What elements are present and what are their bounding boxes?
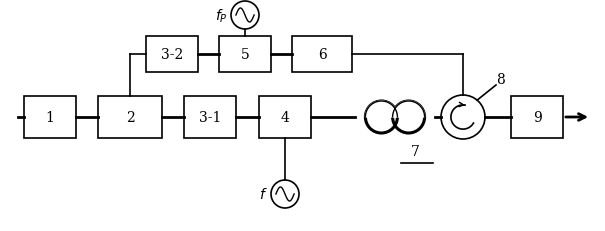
Bar	[184, 97, 236, 138]
Text: 3-1: 3-1	[199, 110, 221, 125]
Polygon shape	[393, 102, 425, 118]
Text: 7: 7	[411, 144, 419, 158]
Text: $f$: $f$	[260, 187, 268, 202]
Bar	[24, 97, 76, 138]
Text: 3-2: 3-2	[161, 48, 183, 62]
Bar	[219, 37, 271, 73]
Polygon shape	[365, 102, 397, 118]
Text: $f_P$: $f_P$	[215, 7, 228, 24]
Bar	[259, 97, 311, 138]
Bar	[146, 37, 198, 73]
Text: 4: 4	[281, 110, 289, 125]
Text: 2: 2	[126, 110, 134, 125]
Bar	[292, 37, 352, 73]
Text: 5: 5	[241, 48, 249, 62]
Bar	[98, 97, 162, 138]
Text: 6: 6	[318, 48, 326, 62]
Text: 1: 1	[45, 110, 54, 125]
Bar	[511, 97, 563, 138]
Text: 8: 8	[495, 73, 505, 87]
Text: 9: 9	[532, 110, 541, 125]
